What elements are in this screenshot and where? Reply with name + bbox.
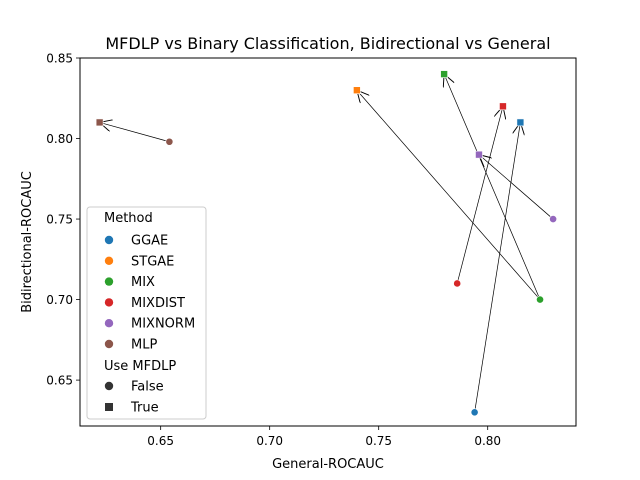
x-axis-ticks: 0.65 0.70 0.75 0.80 [147, 426, 501, 448]
legend-label-stgae: STGAE [131, 254, 174, 269]
plot-frame [79, 57, 577, 427]
arrow-4 [479, 155, 554, 220]
legend-label-false: False [131, 380, 164, 395]
legend-label-mix: MIX [131, 275, 155, 290]
arrow-2 [444, 74, 541, 300]
arrow-1 [357, 90, 541, 300]
arrow-5 [100, 122, 170, 143]
point-mixdist-baseline [453, 279, 462, 288]
point-mix-mfdlp [440, 70, 448, 78]
legend-marker-mixnorm [104, 319, 114, 328]
point-ggae-mfdlp [516, 118, 525, 127]
point-mix-baseline [536, 295, 544, 304]
point-mixnorm-mfdlp [475, 150, 483, 159]
legend-label-mixnorm: MIXNORM [131, 317, 195, 332]
y-tick-label: 0.65 [46, 374, 73, 388]
legend-marker-stgae [104, 256, 114, 265]
x-tick-label: 0.75 [365, 434, 392, 448]
legend-marker-square [105, 403, 113, 411]
x-axis-label: General-ROCAUC [272, 457, 384, 472]
legend-marker-mlp [104, 339, 114, 349]
legend-label-ggae: GGAE [131, 234, 168, 249]
y-tick-label: 0.85 [46, 52, 73, 66]
legend-marker-mix [104, 277, 114, 286]
legend-label-true: True [130, 401, 159, 416]
y-axis-ticks: 0.65 0.70 0.75 0.80 0.85 [46, 52, 80, 388]
arrow-3 [456, 106, 503, 284]
x-tick-label: 0.70 [256, 434, 283, 448]
legend-method-title: Method [104, 211, 153, 226]
point-mixdist-mfdlp [499, 102, 507, 111]
y-tick-label: 0.80 [46, 132, 73, 146]
legend-label-mixdist: MIXDIST [131, 296, 185, 311]
legend-mfdlp-title: Use MFDLP [104, 359, 176, 374]
point-stgae-mfdlp [353, 86, 361, 95]
point-mlp-mfdlp [95, 118, 104, 127]
point-mixnorm-baseline [549, 215, 558, 223]
legend-marker-ggae [104, 235, 114, 245]
y-tick-label: 0.70 [46, 293, 73, 307]
chart-title: MFDLP vs Binary Classification, Bidirect… [105, 34, 550, 53]
legend-label-mlp: MLP [131, 338, 157, 353]
point-mlp-baseline [165, 137, 174, 146]
arrow-0 [474, 122, 521, 413]
legend-mfdlp-items: False True [104, 380, 164, 416]
point-ggae-baseline [470, 408, 479, 417]
x-tick-label: 0.65 [147, 434, 174, 448]
legend-box [86, 206, 207, 420]
y-tick-label: 0.75 [46, 213, 73, 227]
plot-area [95, 70, 558, 417]
legend: Method GGAE STGAE MIX MIXDIST MIXNORM MLP Use… [86, 206, 207, 420]
x-tick-label: 0.80 [474, 434, 501, 448]
legend-marker-mixdist [104, 298, 114, 307]
legend-marker-circle [104, 381, 114, 391]
y-axis-label: Bidirectional-ROCAUC [20, 171, 35, 313]
legend-method-items: GGAE STGAE MIX MIXDIST MIXNORM MLP [104, 234, 195, 353]
